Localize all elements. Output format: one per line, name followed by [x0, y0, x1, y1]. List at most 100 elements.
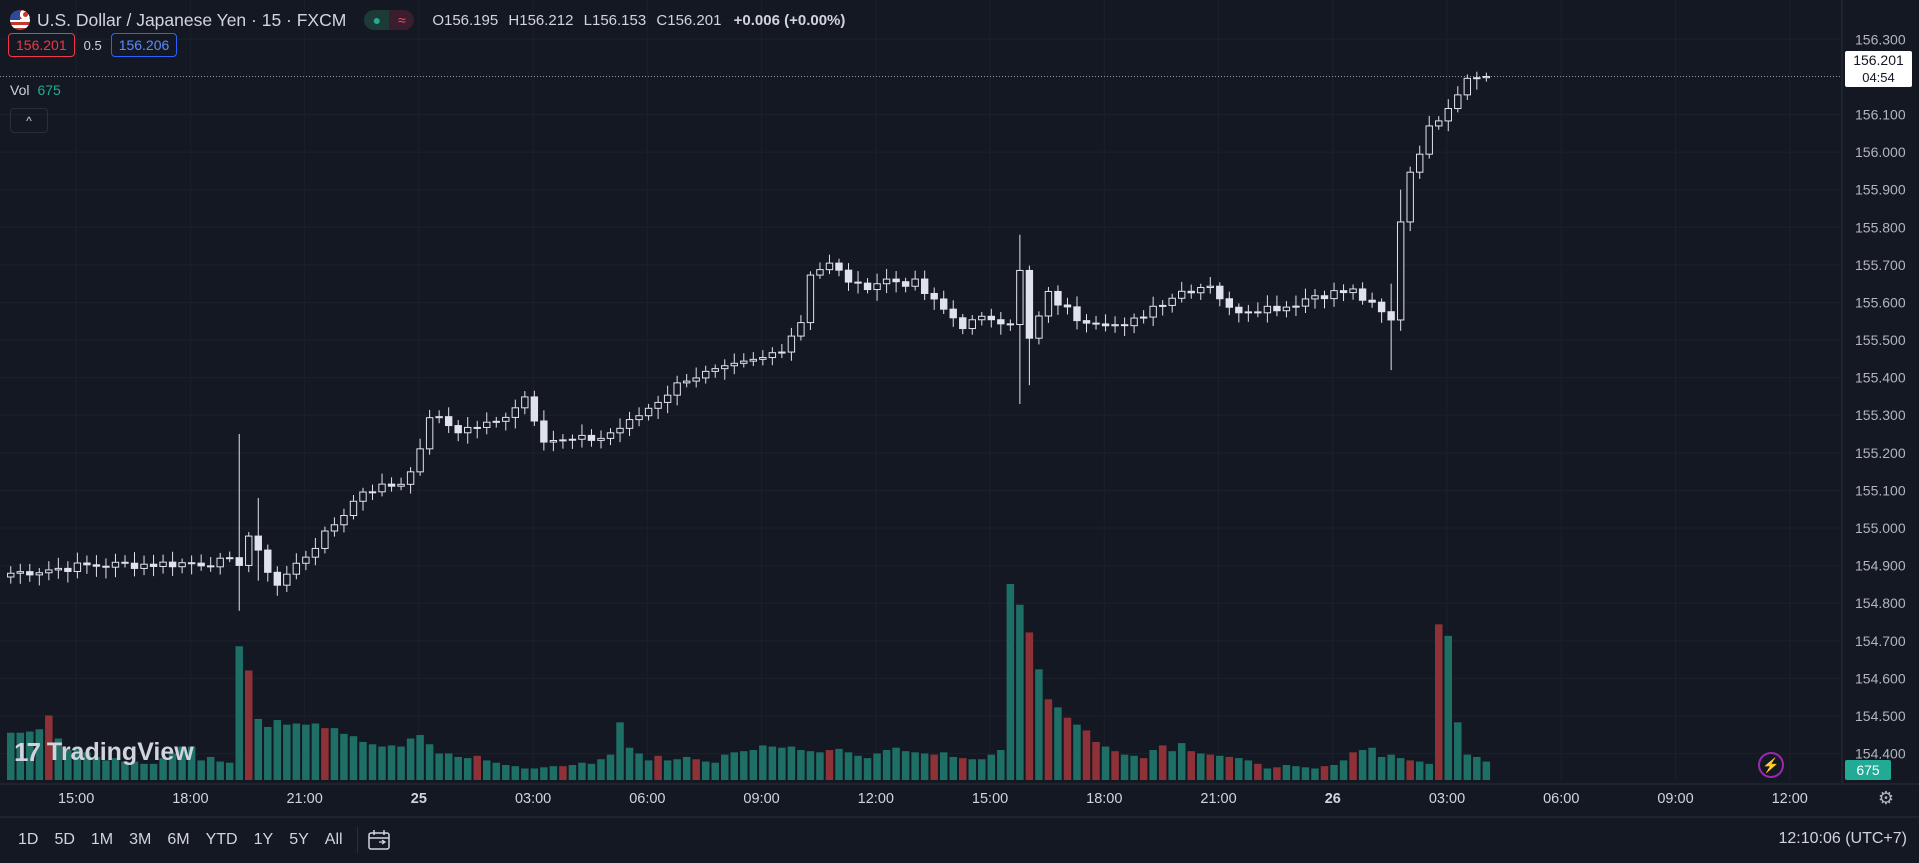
- y-tick-label: 156.000: [1855, 144, 1906, 160]
- volume-bar: [416, 735, 424, 780]
- volume-bar: [959, 758, 967, 780]
- candle-body: [349, 500, 358, 517]
- volume-bar: [1120, 754, 1129, 780]
- range-3m[interactable]: 3M: [129, 831, 152, 848]
- volume-legend[interactable]: Vol 675: [10, 82, 61, 98]
- candle-body: [1358, 288, 1367, 301]
- buy-button[interactable]: 156.206: [110, 33, 178, 57]
- volume-bar: [1206, 754, 1215, 780]
- candle-body: [930, 292, 938, 300]
- delay-wave-icon[interactable]: ≈: [389, 10, 415, 30]
- sell-button[interactable]: 156.201: [8, 33, 75, 57]
- candle-body: [26, 571, 34, 576]
- candle-body: [692, 377, 700, 382]
- tradingview-logo[interactable]: 17 TradingView: [14, 737, 194, 768]
- candle-body: [1301, 298, 1310, 307]
- range-1m[interactable]: 1M: [90, 831, 114, 848]
- volume-bar: [701, 761, 710, 780]
- volume-bar: [397, 746, 405, 780]
- volume-bar: [806, 751, 815, 780]
- candle-body: [45, 569, 53, 574]
- candle-body: [311, 547, 320, 558]
- candle-body: [1320, 295, 1329, 300]
- clock-timezone[interactable]: 12:10:06 (UTC+7): [1778, 830, 1907, 847]
- volume-bar: [711, 762, 719, 780]
- market-open-dot-icon[interactable]: ●: [364, 10, 390, 30]
- range-ytd[interactable]: YTD: [205, 831, 238, 848]
- volume-bar: [302, 724, 310, 780]
- candle-body: [740, 360, 748, 364]
- volume-bar: [663, 760, 672, 780]
- range-6m[interactable]: 6M: [167, 831, 190, 848]
- candle-body: [216, 557, 224, 568]
- volume-value: 675: [37, 82, 61, 98]
- volume-bar: [949, 756, 957, 780]
- y-tick-label: 154.400: [1855, 746, 1906, 762]
- candle-body: [673, 382, 681, 396]
- candle-body: [187, 562, 196, 565]
- volume-bar: [1235, 758, 1243, 780]
- volume-bar: [264, 726, 272, 780]
- volume-bar: [987, 754, 996, 780]
- candle-body: [1263, 305, 1272, 314]
- candle-body: [159, 561, 167, 567]
- collapse-legend-button[interactable]: ^: [10, 108, 48, 133]
- range-1d[interactable]: 1D: [18, 831, 39, 848]
- candle-body: [140, 563, 148, 569]
- volume-bar: [1111, 751, 1119, 780]
- volume-bar: [1082, 730, 1091, 780]
- candle-body: [625, 419, 634, 429]
- range-5d[interactable]: 5D: [54, 831, 75, 848]
- candle-body: [121, 561, 129, 564]
- candle-body: [1396, 221, 1405, 321]
- lightning-icon[interactable]: ⚡: [1758, 752, 1784, 778]
- candle-body: [997, 319, 1005, 325]
- volume-bar: [1473, 756, 1481, 780]
- volume-bar: [1130, 755, 1138, 780]
- volume-bar: [292, 723, 301, 780]
- volume-bar: [359, 741, 367, 780]
- volume-bar: [197, 760, 205, 780]
- volume-bar: [159, 758, 167, 780]
- candle-body: [64, 567, 72, 572]
- volume-bar: [635, 753, 643, 780]
- candle-body: [168, 561, 177, 568]
- candle-body: [1254, 311, 1262, 314]
- candle-body: [35, 572, 44, 576]
- volume-bar: [1415, 761, 1424, 780]
- volume-bar: [1311, 768, 1319, 780]
- volume-bar: [473, 755, 481, 780]
- candle-body: [292, 562, 301, 575]
- symbol-title[interactable]: U.S. Dollar / Japanese Yen · 15 · FXCM: [37, 9, 347, 30]
- candle-body: [1349, 288, 1357, 294]
- volume-bar: [492, 762, 501, 780]
- candle-body: [920, 278, 929, 294]
- range-all[interactable]: All: [324, 831, 343, 848]
- go-to-date-calendar-icon[interactable]: [366, 828, 392, 852]
- range-1y[interactable]: 1Y: [253, 831, 274, 848]
- candle-body: [968, 319, 976, 330]
- candle-body: [825, 262, 834, 271]
- volume-bar: [882, 750, 891, 780]
- volume-bar: [102, 760, 110, 780]
- spread-value: 0.5: [83, 37, 102, 53]
- candle-body: [521, 396, 529, 409]
- volume-bar: [330, 728, 339, 780]
- candle-body: [1416, 153, 1424, 173]
- x-tick-label: 15:00: [972, 791, 1008, 807]
- candle-body: [1025, 269, 1034, 339]
- market-status[interactable]: ● ≈: [364, 10, 415, 30]
- candle-body: [549, 440, 558, 443]
- candle-body: [73, 562, 82, 572]
- candle-body: [578, 434, 586, 440]
- volume-bar: [235, 646, 243, 780]
- volume-bar: [863, 758, 872, 780]
- x-tick-label: 18:00: [1086, 791, 1122, 807]
- range-5y[interactable]: 5Y: [289, 831, 309, 848]
- candle-body: [873, 283, 881, 291]
- candle-body: [1292, 305, 1300, 308]
- bar-countdown: 04:54: [1862, 70, 1895, 85]
- chart-settings-gear-icon[interactable]: ⚙: [1877, 787, 1895, 808]
- candle-body: [1006, 323, 1015, 326]
